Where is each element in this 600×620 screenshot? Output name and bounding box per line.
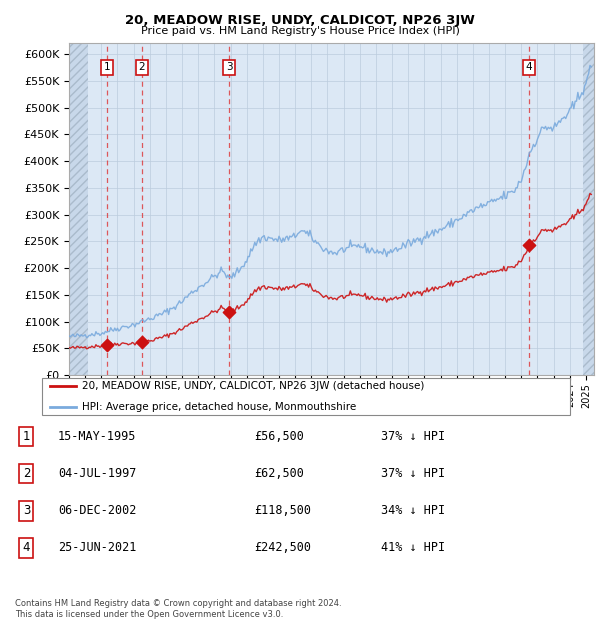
Text: Contains HM Land Registry data © Crown copyright and database right 2024.
This d: Contains HM Land Registry data © Crown c… [15,600,341,619]
Text: 41% ↓ HPI: 41% ↓ HPI [380,541,445,554]
Text: 37% ↓ HPI: 37% ↓ HPI [380,467,445,480]
Text: 1: 1 [23,430,30,443]
Text: 25-JUN-2021: 25-JUN-2021 [58,541,136,554]
Text: 3: 3 [23,504,30,517]
FancyBboxPatch shape [42,378,570,415]
Text: 2: 2 [139,63,145,73]
Text: £242,500: £242,500 [254,541,311,554]
Text: 06-DEC-2002: 06-DEC-2002 [58,504,136,517]
Point [224,307,234,317]
Text: £118,500: £118,500 [254,504,311,517]
Text: £56,500: £56,500 [254,430,304,443]
Text: 15-MAY-1995: 15-MAY-1995 [58,430,136,443]
Text: 37% ↓ HPI: 37% ↓ HPI [380,430,445,443]
Bar [69,43,88,375]
Text: 2: 2 [23,467,30,480]
Text: 20, MEADOW RISE, UNDY, CALDICOT, NP26 3JW: 20, MEADOW RISE, UNDY, CALDICOT, NP26 3J… [125,14,475,27]
Text: 4: 4 [526,63,532,73]
Text: HPI: Average price, detached house, Monmouthshire: HPI: Average price, detached house, Monm… [82,402,356,412]
Text: 34% ↓ HPI: 34% ↓ HPI [380,504,445,517]
Text: 1: 1 [104,63,110,73]
Point [103,340,112,350]
Bar [583,43,599,375]
Text: Price paid vs. HM Land Registry's House Price Index (HPI): Price paid vs. HM Land Registry's House … [140,26,460,36]
Text: 3: 3 [226,63,233,73]
Point [524,241,534,250]
Text: 20, MEADOW RISE, UNDY, CALDICOT, NP26 3JW (detached house): 20, MEADOW RISE, UNDY, CALDICOT, NP26 3J… [82,381,424,391]
Point [137,337,146,347]
Text: 04-JUL-1997: 04-JUL-1997 [58,467,136,480]
Text: 4: 4 [23,541,30,554]
Text: £62,500: £62,500 [254,467,304,480]
